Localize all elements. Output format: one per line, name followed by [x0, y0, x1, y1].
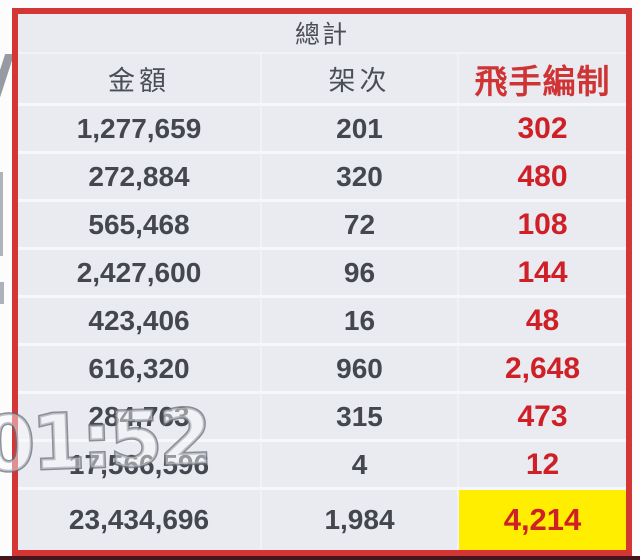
column-header-pilots: 飛手編制	[457, 54, 626, 103]
bottom-edge-artifact	[0, 556, 640, 560]
table-row: 17,566,596 4 12	[18, 442, 626, 490]
sorties-cell: 201	[260, 106, 457, 151]
sorties-cell: 960	[260, 346, 457, 391]
table-row: 565,468 72 108	[18, 202, 626, 250]
amount-cell: 2,427,600	[76, 256, 202, 288]
sorties-cell: 315	[260, 394, 457, 439]
column-header-sorties: 架次	[260, 54, 457, 103]
amount-cell: 17,566,596	[68, 448, 210, 480]
table-total-row: 23,434,696 1,984 4,214	[18, 490, 626, 550]
background-artifact	[0, 282, 4, 304]
pilots-cell: 302	[457, 106, 626, 151]
pilots-cell: 48	[457, 298, 626, 343]
sorties-cell: 16	[260, 298, 457, 343]
pilots-cell: 108	[457, 202, 626, 247]
amount-cell: 1,277,659	[76, 112, 202, 144]
pilots-cell: 12	[457, 442, 626, 487]
amount-cell: 565,468	[88, 208, 190, 240]
sorties-cell: 320	[260, 154, 457, 199]
amount-cell: 272,884	[88, 160, 190, 192]
sorties-cell: 4	[260, 442, 457, 487]
sorties-cell: 72	[260, 202, 457, 247]
table-row: 284,763 315 473	[18, 394, 626, 442]
table-header-row: 金額 架次 飛手編制	[18, 54, 626, 106]
amount-cell: 423,406	[88, 304, 190, 336]
table-title: 總計	[18, 14, 626, 54]
table-row: 272,884 320 480	[18, 154, 626, 202]
amount-cell: 284,763	[88, 400, 190, 432]
total-amount-cell: 23,434,696	[68, 504, 210, 535]
table-row: 616,320 960 2,648	[18, 346, 626, 394]
pilots-cell: 480	[457, 154, 626, 199]
pilots-cell: 2,648	[457, 346, 626, 391]
table-row: 2,427,600 96 144	[18, 250, 626, 298]
summary-table: 總計 金額 架次 飛手編制 1,277,659 201 302 272,884 …	[12, 8, 632, 556]
total-sorties-cell: 1,984	[260, 490, 457, 550]
pilots-cell: 473	[457, 394, 626, 439]
sorties-cell: 96	[260, 250, 457, 295]
total-pilots-cell: 4,214	[457, 490, 626, 550]
background-artifact	[0, 172, 3, 256]
table-row: 1,277,659 201 302	[18, 106, 626, 154]
column-header-amount: 金額	[108, 66, 170, 96]
table-row: 423,406 16 48	[18, 298, 626, 346]
amount-cell: 616,320	[88, 352, 190, 384]
pilots-cell: 144	[457, 250, 626, 295]
